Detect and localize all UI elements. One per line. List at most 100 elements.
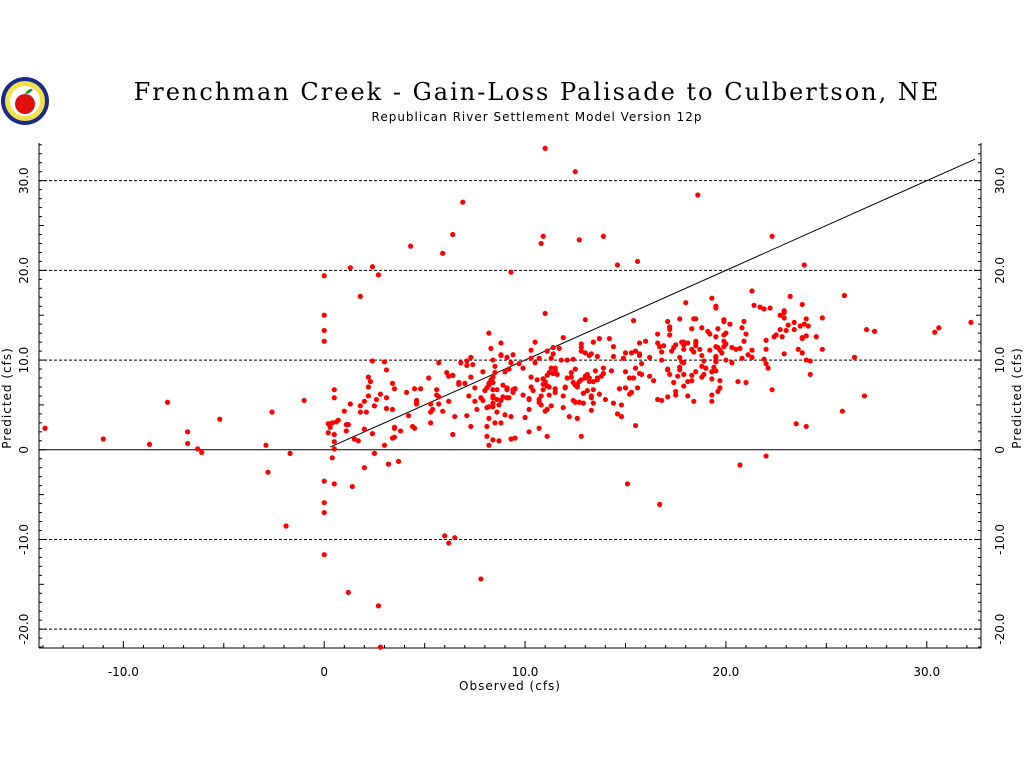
data-point: [464, 362, 470, 369]
data-point: [588, 407, 594, 413]
data-point: [474, 406, 480, 413]
data-point: [199, 449, 205, 456]
data-point: [578, 344, 584, 351]
data-point: [321, 273, 327, 279]
data-point: [610, 353, 617, 360]
data-point: [331, 481, 337, 487]
data-point: [383, 405, 390, 412]
data-point: [329, 420, 335, 426]
data-point: [715, 326, 721, 332]
data-point: [777, 326, 783, 333]
data-point: [383, 395, 390, 401]
data-point: [440, 408, 446, 414]
data-point: [480, 397, 486, 404]
data-point: [795, 346, 801, 352]
data-point: [464, 358, 470, 364]
data-point: [389, 380, 396, 386]
data-point: [472, 385, 478, 391]
data-point: [803, 357, 809, 363]
data-point: [568, 370, 574, 376]
data-point: [787, 293, 793, 299]
y-tick-label-right: -20.0: [993, 614, 1007, 645]
data-point: [723, 330, 729, 336]
data-point: [472, 398, 478, 404]
data-point: [771, 334, 777, 340]
y-axis-label-left: Predicted (cfs): [0, 347, 14, 449]
data-point: [520, 365, 526, 371]
data-point: [665, 394, 671, 400]
data-point: [745, 352, 751, 358]
data-point: [628, 350, 635, 356]
data-point: [594, 377, 600, 383]
data-point: [506, 366, 512, 372]
data-point: [558, 357, 564, 363]
data-point: [414, 397, 420, 404]
data-point: [709, 376, 715, 382]
data-point: [765, 365, 771, 371]
data-point: [325, 421, 331, 427]
data-point: [620, 355, 627, 361]
y-axis-label-right: Predicted (cfs): [1010, 347, 1024, 449]
data-point: [490, 395, 496, 401]
data-point: [361, 398, 367, 404]
data-point: [791, 326, 797, 333]
x-axis-label: Observed (cfs): [459, 679, 561, 693]
data-point: [357, 403, 363, 409]
data-point: [723, 357, 729, 363]
data-point: [741, 338, 747, 344]
data-point: [512, 435, 518, 441]
data-point: [803, 316, 809, 322]
data-point: [681, 383, 687, 389]
data-point: [614, 411, 621, 417]
data-point: [532, 339, 538, 345]
data-point: [345, 589, 351, 595]
data-point: [490, 357, 496, 363]
data-point: [321, 338, 327, 344]
data-point: [367, 378, 374, 385]
axes: [38, 143, 982, 649]
data-point: [667, 326, 673, 333]
data-point: [452, 535, 458, 541]
data-point: [522, 414, 528, 421]
data-point: [763, 337, 769, 343]
data-point: [516, 361, 522, 367]
data-point: [365, 393, 371, 399]
data-point: [580, 400, 586, 406]
data-point: [606, 335, 613, 342]
data-point: [576, 399, 582, 405]
data-point: [592, 368, 598, 374]
data-point: [436, 401, 442, 407]
data-point: [677, 364, 683, 370]
data-point: [373, 396, 380, 403]
data-point: [707, 347, 713, 353]
data-point: [100, 436, 106, 442]
data-point: [287, 450, 293, 456]
data-point: [566, 413, 572, 420]
data-point: [548, 365, 554, 371]
data-point: [321, 312, 327, 318]
y-tick-label-right: 0: [993, 446, 1007, 454]
data-point: [588, 393, 594, 399]
data-point: [446, 540, 452, 546]
data-point: [450, 372, 456, 378]
y-tick-label-left: 10.0: [17, 347, 31, 374]
data-point: [383, 367, 390, 373]
data-point: [618, 402, 625, 408]
data-point: [498, 352, 504, 359]
data-point: [331, 395, 337, 401]
data-point: [484, 385, 490, 391]
x-tick-label: -10.0: [108, 665, 139, 679]
data-point: [185, 440, 191, 447]
chart-title: Frenchman Creek - Gain-Loss Palisade to …: [134, 78, 941, 106]
data-point: [426, 375, 432, 381]
data-point: [707, 331, 713, 337]
data-point: [763, 453, 769, 459]
data-point: [807, 371, 813, 378]
data-point: [695, 192, 701, 198]
data-point: [414, 401, 420, 407]
data-point: [600, 233, 606, 239]
data-point: [450, 431, 456, 438]
data-points: [42, 145, 974, 650]
data-point: [466, 393, 472, 399]
data-point: [492, 370, 498, 376]
